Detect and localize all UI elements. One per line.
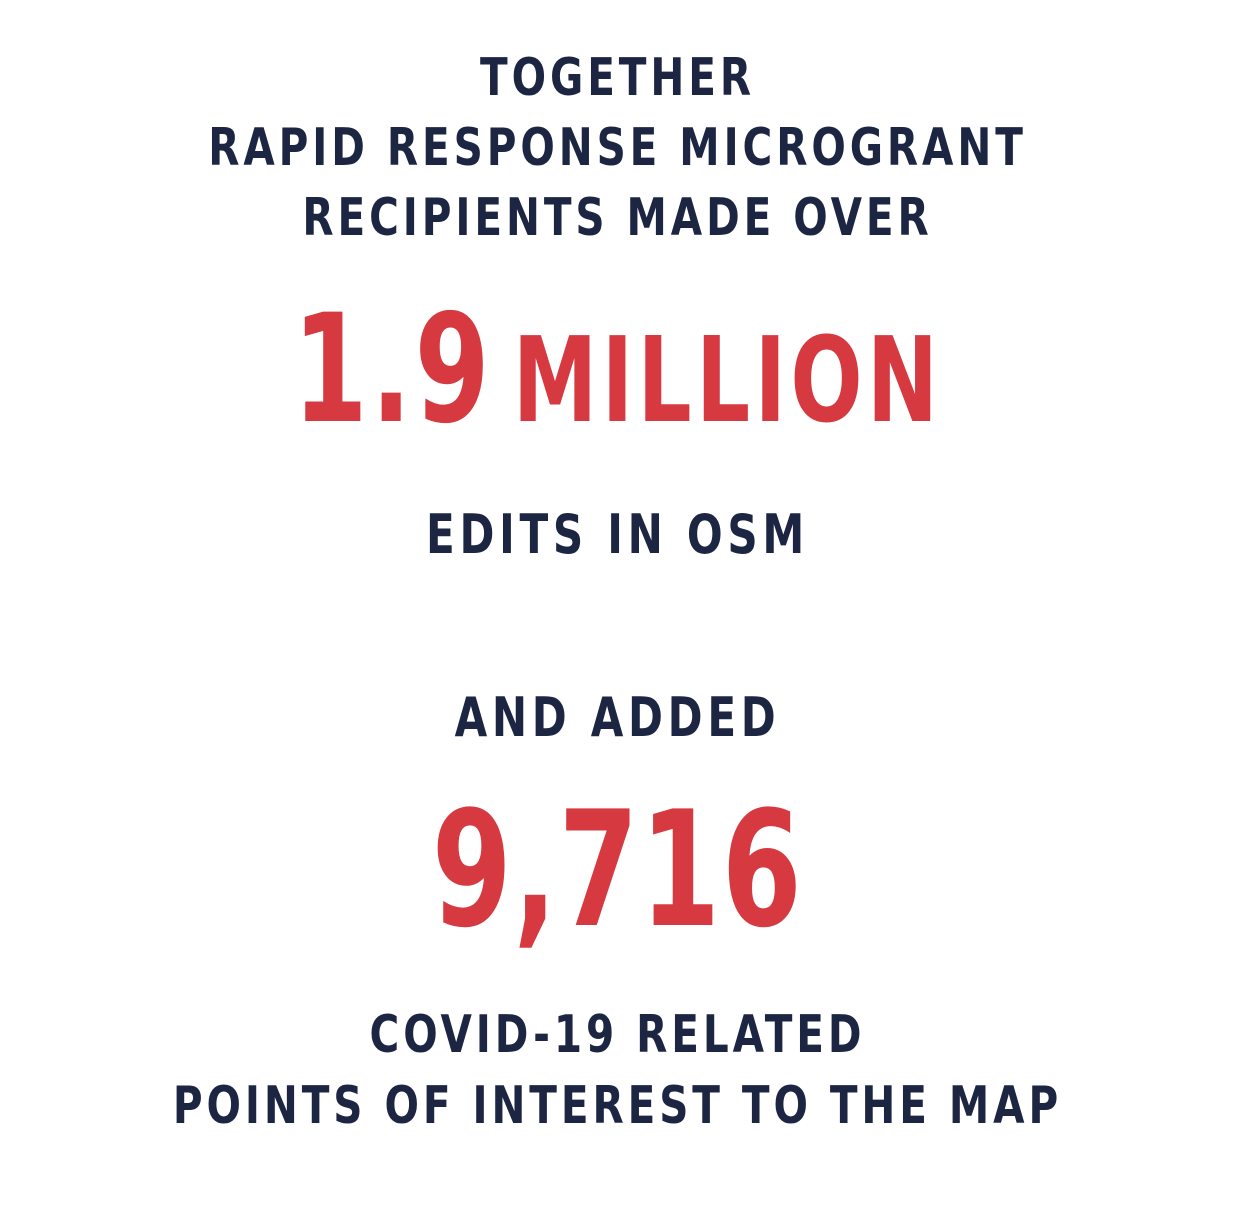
edits-stat: 1.9 MILLION [173, 295, 1062, 455]
added-prefix: AND ADDED [454, 686, 781, 749]
intro-line-2: RAPID RESPONSE MICROGRANT [208, 118, 1027, 178]
added-label-line-2: POINTS OF INTEREST TO THE MAP [172, 1076, 1063, 1136]
edits-number: 1.9 [292, 283, 493, 457]
edits-unit: MILLION [512, 311, 943, 449]
intro-line-1: TOGETHER [480, 48, 755, 108]
added-number: 9,716 [431, 776, 804, 963]
added-label-line-1: COVID-19 RELATED [369, 1005, 866, 1065]
edits-label: EDITS IN OSM [426, 503, 809, 566]
intro-line-3: RECIPIENTS MADE OVER [302, 188, 933, 248]
